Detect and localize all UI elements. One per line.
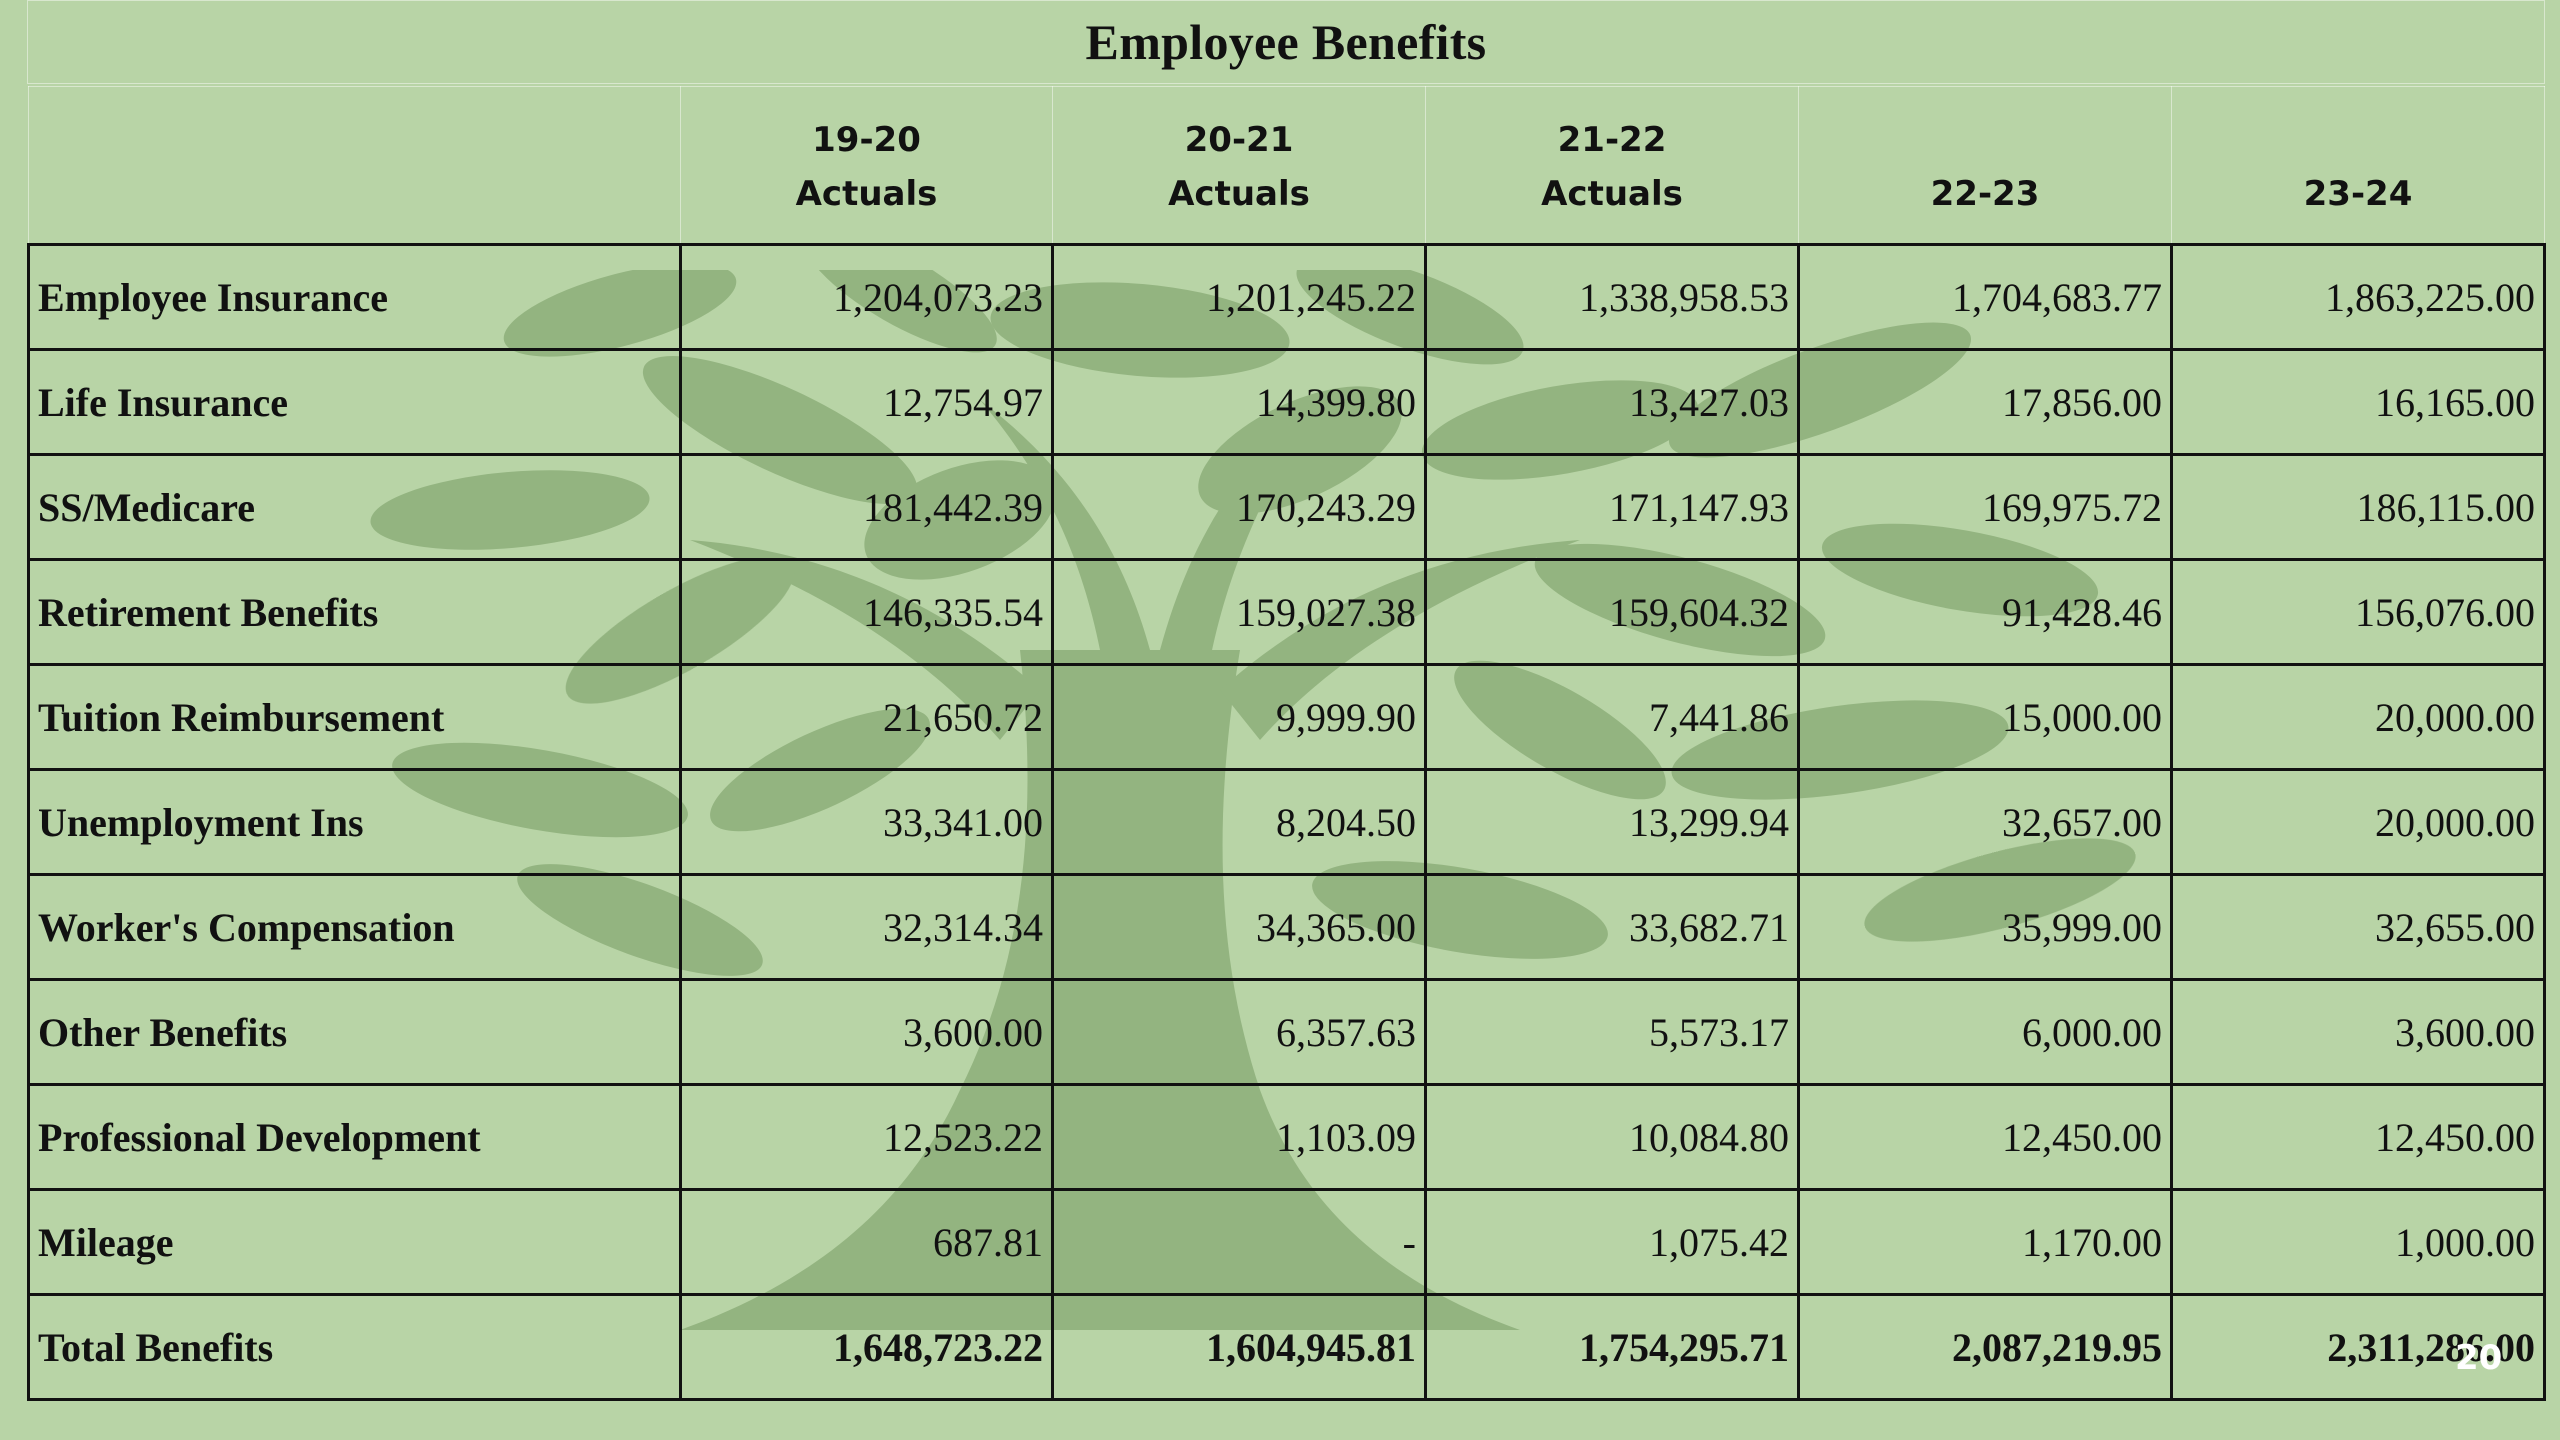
value-cell: 2,087,219.95: [1797, 1293, 2173, 1401]
value-cell: 32,314.34: [679, 873, 1054, 981]
page-title: Employee Benefits: [1085, 14, 1487, 70]
row-label: Retirement Benefits: [27, 558, 682, 666]
value-cell: 1,000.00: [2170, 1188, 2546, 1296]
column-header-21-22: 21-22 Actuals: [1425, 86, 1799, 246]
value-cell: 1,863,225.00: [2170, 243, 2546, 351]
page-number: 20: [2455, 1338, 2503, 1378]
value-cell: 21,650.72: [679, 663, 1054, 771]
value-cell: 3,600.00: [2170, 978, 2546, 1086]
value-cell: 8,204.50: [1051, 768, 1427, 876]
value-cell: 146,335.54: [679, 558, 1054, 666]
value-cell: 12,450.00: [2170, 1083, 2546, 1191]
column-header-23-24: 23-24: [2171, 86, 2545, 246]
value-cell: 20,000.00: [2170, 768, 2546, 876]
value-cell: 181,442.39: [679, 453, 1054, 561]
table-row: Professional Development 12,523.22 1,103.0…: [27, 1083, 2546, 1191]
column-header-19-20: 19-20 Actuals: [680, 86, 1053, 246]
value-cell: 12,450.00: [1797, 1083, 2173, 1191]
value-cell: 6,357.63: [1051, 978, 1427, 1086]
value-cell: 35,999.00: [1797, 873, 2173, 981]
row-label: SS/Medicare: [27, 453, 682, 561]
value-cell: 33,341.00: [679, 768, 1054, 876]
value-cell: 1,754,295.71: [1424, 1293, 1800, 1401]
value-cell: 13,299.94: [1424, 768, 1800, 876]
value-cell: 171,147.93: [1424, 453, 1800, 561]
benefits-table: 19-20 Actuals 20-21 Actuals 21-22 Actuals 2…: [27, 86, 2546, 1401]
table-row: Unemployment Ins 33,341.00 8,204.50 13,299.…: [27, 768, 2546, 876]
value-cell: 33,682.71: [1424, 873, 1800, 981]
row-label: Professional Development: [27, 1083, 682, 1191]
title-box: Employee Benefits: [27, 0, 2545, 84]
value-cell: -: [1051, 1188, 1427, 1296]
column-header-22-23: 22-23: [1798, 86, 2172, 246]
row-label: Life Insurance: [27, 348, 682, 456]
value-cell: 6,000.00: [1797, 978, 2173, 1086]
value-cell: 1,170.00: [1797, 1188, 2173, 1296]
value-cell: 1,075.42: [1424, 1188, 1800, 1296]
value-cell: 1,201,245.22: [1051, 243, 1427, 351]
value-cell: 16,165.00: [2170, 348, 2546, 456]
value-cell: 159,027.38: [1051, 558, 1427, 666]
value-cell: 1,648,723.22: [679, 1293, 1054, 1401]
value-cell: 156,076.00: [2170, 558, 2546, 666]
value-cell: 32,655.00: [2170, 873, 2546, 981]
table-row: Retirement Benefits 146,335.54 159,027.38 1…: [27, 558, 2546, 666]
value-cell: 9,999.90: [1051, 663, 1427, 771]
value-cell: 170,243.29: [1051, 453, 1427, 561]
column-header-label: [28, 86, 681, 246]
value-cell: 1,604,945.81: [1051, 1293, 1427, 1401]
value-cell: 91,428.46: [1797, 558, 2173, 666]
table-row: Employee Insurance 1,204,073.23 1,201,245.…: [27, 243, 2546, 351]
row-label: Mileage: [27, 1188, 682, 1296]
row-label: Other Benefits: [27, 978, 682, 1086]
column-header-20-21: 20-21 Actuals: [1052, 86, 1426, 246]
table-row: SS/Medicare 181,442.39 170,243.29 171,147.9…: [27, 453, 2546, 561]
value-cell: 13,427.03: [1424, 348, 1800, 456]
value-cell: 5,573.17: [1424, 978, 1800, 1086]
table-row: Life Insurance 12,754.97 14,399.80 13,427.0…: [27, 348, 2546, 456]
value-cell: 687.81: [679, 1188, 1054, 1296]
value-cell: 2,311,286.00: [2170, 1293, 2546, 1401]
table-row: Total Benefits 1,648,723.22 1,604,945.81 1,…: [27, 1293, 2546, 1401]
value-cell: 1,103.09: [1051, 1083, 1427, 1191]
value-cell: 15,000.00: [1797, 663, 2173, 771]
value-cell: 7,441.86: [1424, 663, 1800, 771]
value-cell: 186,115.00: [2170, 453, 2546, 561]
value-cell: 12,754.97: [679, 348, 1054, 456]
value-cell: 14,399.80: [1051, 348, 1427, 456]
row-label: Worker's Compensation: [27, 873, 682, 981]
value-cell: 159,604.32: [1424, 558, 1800, 666]
table-row: Worker's Compensation 32,314.34 34,365.00 3…: [27, 873, 2546, 981]
value-cell: 34,365.00: [1051, 873, 1427, 981]
value-cell: 10,084.80: [1424, 1083, 1800, 1191]
header-row: 19-20 Actuals 20-21 Actuals 21-22 Actuals 2…: [28, 86, 2545, 246]
row-label: Unemployment Ins: [27, 768, 682, 876]
value-cell: 169,975.72: [1797, 453, 2173, 561]
value-cell: 32,657.00: [1797, 768, 2173, 876]
table-row: Tuition Reimbursement 21,650.72 9,999.90 7,…: [27, 663, 2546, 771]
value-cell: 1,204,073.23: [679, 243, 1054, 351]
value-cell: 1,338,958.53: [1424, 243, 1800, 351]
value-cell: 1,704,683.77: [1797, 243, 2173, 351]
row-label: Total Benefits: [27, 1293, 682, 1401]
value-cell: 12,523.22: [679, 1083, 1054, 1191]
table-row: Other Benefits 3,600.00 6,357.63 5,573.17 6,…: [27, 978, 2546, 1086]
table-row: Mileage 687.81-1,075.42 1,170.00 1,000.00: [27, 1188, 2546, 1296]
row-label: Employee Insurance: [27, 243, 682, 351]
row-label: Tuition Reimbursement: [27, 663, 682, 771]
value-cell: 3,600.00: [679, 978, 1054, 1086]
value-cell: 17,856.00: [1797, 348, 2173, 456]
value-cell: 20,000.00: [2170, 663, 2546, 771]
